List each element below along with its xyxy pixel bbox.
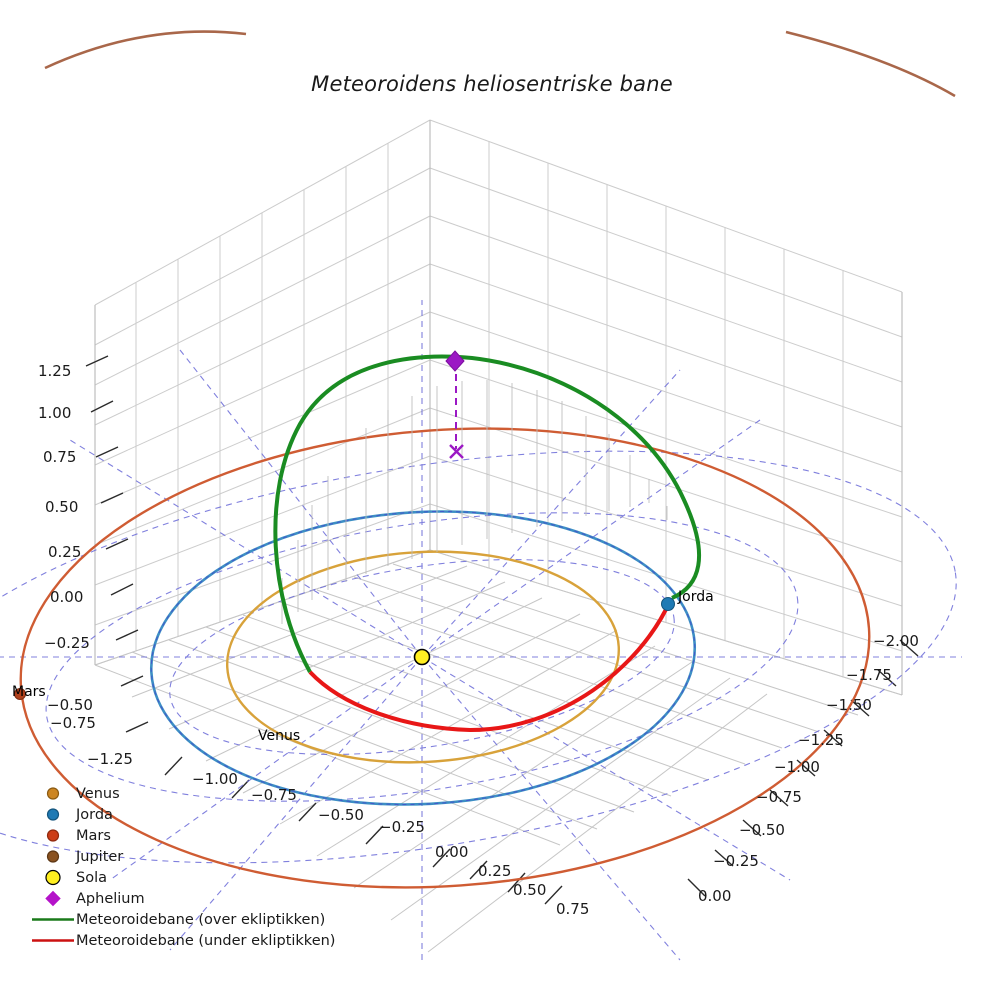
axes3d-panes (94, 119, 903, 953)
sun-marker (413, 648, 431, 666)
tick-right-8: −2.00 (873, 632, 919, 650)
legend-item-jupiter[interactable]: Jupiter (30, 846, 320, 867)
legend-item-label: Sola (76, 869, 107, 886)
legend-line-sample-icon (30, 909, 76, 930)
tick-left-2: 0.75 (43, 448, 77, 466)
tick-left-4: 0.25 (48, 543, 82, 561)
tick-left-5: 0.00 (50, 588, 84, 606)
tick-right-6: −1.50 (826, 696, 872, 714)
meteoroid-orbit-under-ecliptic (308, 600, 672, 733)
tick-right-7: −1.75 (846, 666, 892, 684)
legend-diamond-marker-icon (30, 888, 76, 909)
legend-item-label: Jorda (76, 806, 113, 823)
tick-bottom-0: −1.00 (192, 770, 238, 788)
legend-item-jorda[interactable]: Jorda (30, 804, 320, 825)
legend-circle-marker-icon (30, 804, 76, 825)
floor-grid (94, 549, 903, 953)
legend-circle-marker-icon (30, 825, 76, 846)
tick-bottom-7: 0.75 (556, 900, 590, 918)
aphelium-projection-x-marker (449, 444, 464, 459)
legend-item-label: Aphelium (76, 890, 145, 907)
tick-right-5: −1.25 (798, 731, 844, 749)
legend: Venus Jorda Mars Jupiter Sola Aphelium Meteoro… (30, 783, 335, 951)
legend-item-meteoroidebane-over-ekliptikken[interactable]: Meteoroidebane (over ekliptikken) (30, 909, 325, 930)
axis-ticks (85, 355, 919, 905)
tick-left-0: 1.25 (38, 362, 72, 380)
tick-left-9: −1.25 (87, 750, 133, 768)
legend-item-sola[interactable]: Sola (30, 867, 320, 888)
left-wall-grid (94, 119, 431, 666)
legend-item-label: Jupiter (76, 848, 124, 865)
legend-item-aphelium[interactable]: Aphelium (30, 888, 320, 909)
legend-circle-marker-icon (30, 846, 76, 867)
tick-right-2: −0.50 (739, 821, 785, 839)
mars-marker (14, 688, 26, 700)
venus-orbit (225, 550, 621, 764)
legend-item-meteoroidebane-under-ekliptikken[interactable]: Meteoroidebane (under ekliptikken) (30, 930, 335, 951)
box-edges (94, 120, 903, 695)
tick-bottom-3: −0.25 (379, 818, 425, 836)
legend-line-sample-icon (30, 930, 76, 951)
tick-right-1: −0.25 (713, 852, 759, 870)
meteoroid-droplines (281, 380, 668, 624)
legend-item-mars[interactable]: Mars (30, 825, 320, 846)
tick-right-0: 0.00 (698, 887, 732, 905)
tick-left-7: −0.50 (47, 696, 93, 714)
tick-left-8: −0.75 (50, 714, 96, 732)
tick-bottom-5: 0.25 (478, 862, 512, 880)
jupiter-orbit (44, 30, 956, 98)
aphelium-diamond-marker (445, 350, 465, 372)
jorda-marker (661, 597, 675, 611)
legend-item-label: Mars (76, 827, 111, 844)
jorda-orbit (149, 510, 697, 806)
mars-label: Mars (12, 684, 46, 700)
jorda-label: Jorda (678, 589, 714, 605)
venus-label: Venus (258, 728, 301, 744)
legend-circle-marker-icon (30, 867, 76, 888)
mars-orbit (19, 427, 871, 889)
tick-bottom-2: −0.50 (318, 806, 364, 824)
tick-bottom-4: 0.00 (435, 843, 469, 861)
legend-item-venus[interactable]: Venus (30, 783, 320, 804)
page-title: Meteoroidens heliosentriske bane (311, 72, 673, 96)
legend-item-label: Venus (76, 785, 120, 802)
tick-left-6: −0.25 (44, 634, 90, 652)
legend-item-label: Meteoroidebane (over ekliptikken) (76, 911, 326, 928)
reference-dashed-lines (0, 300, 962, 965)
tick-left-3: 0.50 (45, 498, 79, 516)
legend-item-label: Meteoroidebane (under ekliptikken) (76, 932, 336, 949)
legend-circle-marker-icon (30, 783, 76, 804)
tick-bottom-1: −0.75 (251, 786, 297, 804)
aphelium-group (445, 350, 465, 459)
tick-right-4: −1.00 (774, 758, 820, 776)
meteoroid-orbit-over-ecliptic (273, 354, 702, 673)
tick-right-3: −0.75 (756, 788, 802, 806)
tick-bottom-6: 0.50 (513, 881, 547, 899)
tick-left-1: 1.00 (38, 404, 72, 422)
